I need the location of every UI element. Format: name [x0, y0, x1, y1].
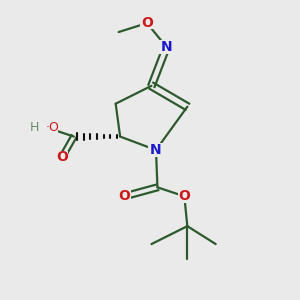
FancyBboxPatch shape [118, 190, 131, 203]
Text: O: O [178, 189, 190, 203]
FancyBboxPatch shape [148, 143, 164, 157]
Text: N: N [160, 40, 172, 54]
Text: O: O [119, 189, 130, 203]
FancyBboxPatch shape [178, 190, 190, 203]
FancyBboxPatch shape [140, 17, 154, 29]
FancyBboxPatch shape [36, 121, 58, 134]
FancyBboxPatch shape [56, 151, 68, 164]
Text: O: O [56, 151, 68, 164]
Text: ·O: ·O [46, 121, 59, 134]
Text: O: O [141, 16, 153, 30]
Text: N: N [150, 143, 162, 157]
Text: H: H [30, 121, 40, 134]
FancyBboxPatch shape [159, 40, 174, 53]
